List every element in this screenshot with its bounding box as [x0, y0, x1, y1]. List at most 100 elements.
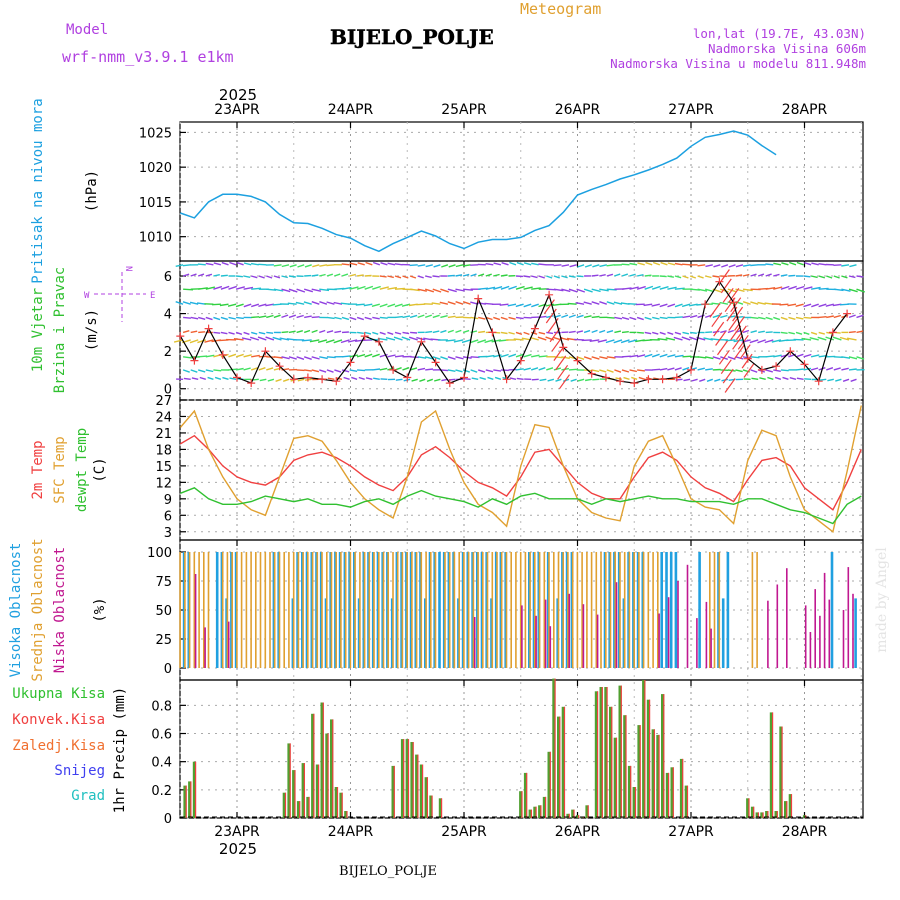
- y-tick-label: 75: [155, 575, 172, 590]
- wind-arrow: [281, 356, 290, 360]
- wind-arrow: [599, 264, 607, 268]
- y-tick-label: 0: [164, 812, 172, 827]
- y-tick-label: 6: [164, 509, 172, 524]
- wind-arrow: [364, 274, 372, 277]
- wind-arrow: [667, 262, 676, 266]
- mid-cloud-bar: [524, 552, 527, 668]
- wind-arrow: [182, 330, 190, 334]
- wind-arrow: [479, 376, 486, 380]
- wind-arrow: [425, 330, 433, 334]
- precip-bar: [183, 785, 187, 818]
- wind-arrow: [387, 303, 396, 308]
- wind-arrow: [530, 331, 538, 335]
- wind-arrow: [712, 275, 720, 278]
- wind-arrow: [229, 261, 237, 266]
- wind-arrow: [667, 286, 677, 290]
- wind-arrow: [803, 353, 812, 358]
- wind-speed-marker: [474, 294, 483, 303]
- wind-arrow: [409, 314, 418, 319]
- y-tick-labels: 1010101510201025024636912151821242702550…: [139, 126, 186, 827]
- wind-arrow: [621, 263, 630, 266]
- mid-cloud-bar: [302, 552, 304, 668]
- wind-arrow: [833, 356, 843, 358]
- wind-arrow: [358, 376, 365, 380]
- wind-arrow: [357, 331, 364, 334]
- wind-arrow: [394, 355, 404, 358]
- wind-arrow: [281, 331, 289, 334]
- wind-arrow: [478, 330, 486, 334]
- wind-arrow: [220, 316, 228, 321]
- wind-arrow: [576, 275, 584, 278]
- wind-arrow: [319, 329, 326, 334]
- wind-arrow: [236, 275, 243, 278]
- wind-arrow: [228, 285, 238, 290]
- wind-arrow: [432, 275, 440, 278]
- high-cloud-bar: [830, 552, 834, 668]
- wind-arrow: [583, 301, 592, 305]
- wind-arrow: [205, 316, 213, 321]
- wind-arrow: [432, 356, 441, 360]
- wind-speed-marker: [374, 337, 383, 346]
- precip-bar: [188, 781, 192, 818]
- wind-arrow: [780, 274, 788, 277]
- wind-arrow: [317, 339, 328, 343]
- wind-arrow: [832, 303, 842, 307]
- precip-bar: [552, 678, 556, 818]
- wind-arrow: [606, 301, 615, 305]
- top-day-label: 23APR: [214, 102, 260, 118]
- convective-precip-bar: [649, 699, 651, 818]
- precip-bar: [538, 805, 542, 818]
- wind-speed-marker: [190, 356, 199, 365]
- wind-arrow: [273, 356, 283, 359]
- wind-arrow: [757, 339, 766, 344]
- wind-arrow: [394, 275, 402, 279]
- wind-arrow: [288, 275, 296, 278]
- wind-arrow: [371, 303, 380, 307]
- y-tick-label: 2: [164, 345, 172, 360]
- wind-arrow: [719, 301, 729, 305]
- wind-arrow: [531, 354, 540, 358]
- wind-arrow: [197, 263, 206, 266]
- wind-arrow: [568, 314, 576, 319]
- wind-arrow: [848, 356, 858, 360]
- wind-arrow: [826, 315, 834, 319]
- high-cloud-bar: [665, 552, 668, 668]
- precip-bar: [566, 813, 570, 818]
- wind-arrow: [718, 349, 730, 365]
- wind-arrow: [220, 285, 230, 290]
- wind-arrow: [689, 303, 698, 307]
- wind-arrow: [372, 368, 381, 371]
- wind-arrow: [689, 336, 698, 341]
- precip-bar: [339, 792, 343, 818]
- mid-cloud-bar: [515, 552, 517, 668]
- wind-arrow: [750, 273, 757, 277]
- mid-cloud-bar: [373, 552, 375, 668]
- wind-arrow: [644, 285, 654, 290]
- wind-arrow: [787, 303, 797, 307]
- wind-arrow: [213, 285, 223, 290]
- wind-arrow: [410, 288, 420, 292]
- wind-arrow: [741, 353, 753, 369]
- mid-cloud-bar: [359, 552, 361, 668]
- low-cloud-bar: [521, 605, 523, 668]
- wind-arrow: [356, 353, 366, 358]
- convective-precip-bar: [762, 812, 764, 818]
- wind-arrow: [410, 356, 420, 359]
- y-tick-label: 0: [164, 662, 172, 677]
- wind-arrow: [817, 336, 827, 341]
- wind-speed-marker: [658, 375, 667, 384]
- precip-bar: [637, 725, 641, 818]
- precip-bar: [684, 785, 688, 818]
- convective-precip-bar: [441, 798, 443, 818]
- wind-arrow: [447, 274, 455, 277]
- wind-arrow: [697, 367, 705, 371]
- precip-bar: [301, 763, 305, 818]
- wind-arrow: [576, 288, 586, 293]
- wind-arrow: [730, 297, 742, 313]
- wind-arrow: [804, 378, 812, 380]
- wind-arrow: [439, 301, 449, 305]
- wind-arrow: [221, 261, 229, 266]
- precip-bar: [424, 777, 428, 818]
- wind-arrow: [735, 288, 745, 292]
- wind-arrow: [325, 339, 335, 344]
